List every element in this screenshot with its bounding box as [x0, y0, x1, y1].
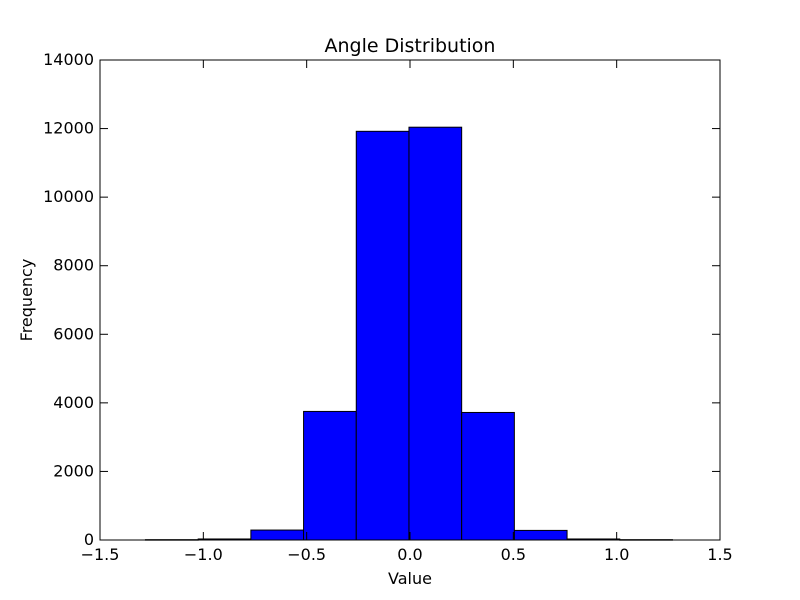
x-axis-label: Value	[388, 569, 432, 588]
x-tick-label: −1.5	[81, 545, 120, 564]
x-tick-label: −1.0	[184, 545, 223, 564]
y-tick-label: 14000	[43, 50, 94, 69]
histogram-bar-3	[303, 410, 357, 541]
histogram-bar-4	[355, 130, 410, 541]
y-tick-label: 4000	[53, 393, 94, 412]
y-tick-label: 2000	[53, 461, 94, 480]
histogram-bar-2	[250, 529, 305, 541]
x-tick-label: 1.5	[707, 545, 732, 564]
histogram-bar-5	[408, 126, 463, 541]
histogram-bar-7	[513, 529, 568, 541]
x-tick-label: 0.5	[501, 545, 526, 564]
plot-frame	[99, 59, 721, 541]
y-tick-label: 8000	[53, 256, 94, 275]
y-tick-label: 6000	[53, 324, 94, 343]
bars-group	[144, 126, 673, 541]
y-tick-label: 0	[84, 530, 94, 549]
x-tick-label: 1.0	[604, 545, 629, 564]
x-tick-label: −0.5	[287, 545, 326, 564]
histogram-bar-6	[461, 411, 515, 541]
chart-title: Angle Distribution	[325, 35, 496, 57]
y-tick-label: 12000	[43, 119, 94, 138]
x-tick-label: 0.0	[397, 545, 422, 564]
y-tick-label: 10000	[43, 187, 94, 206]
y-axis-label: Frequency	[17, 259, 36, 342]
ticks-group: −1.5 −1.0 −0.5 0.0 0.5 1.0 1.5 0 2000 4000 6000 800…	[43, 50, 733, 564]
